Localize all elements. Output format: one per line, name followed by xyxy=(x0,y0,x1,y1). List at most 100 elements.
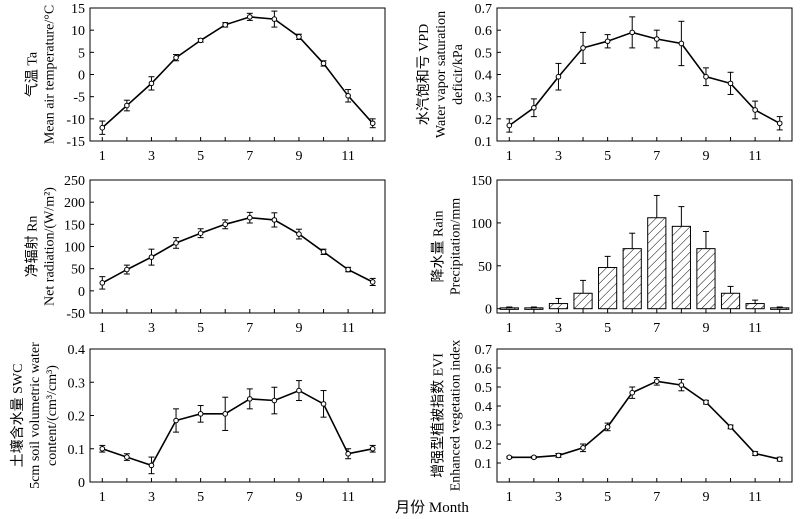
y-axis-title: 降水量 Rain Precipitation/mm xyxy=(431,198,464,295)
y-tick-label: 0.5 xyxy=(475,381,493,396)
data-point xyxy=(124,454,130,460)
data-point xyxy=(752,107,758,113)
data-point xyxy=(369,120,376,127)
y-axis-title-line: 气温 Ta xyxy=(25,51,41,97)
data-point xyxy=(531,104,537,111)
x-tick-label: 11 xyxy=(748,149,761,164)
chart-panel-swc: 0 0.1 0.2 0.3 0.4 1 3 5 7 9 11 土壤含水量 SWC 5cm soil vo… xyxy=(9,342,386,505)
data-point xyxy=(345,92,351,99)
data-point xyxy=(296,387,302,394)
y-tick-label: 150 xyxy=(471,174,492,189)
series-line xyxy=(102,389,373,467)
bar xyxy=(622,248,642,310)
y-axis-title-line: 增强型植被指数 EVI xyxy=(431,353,447,478)
y-tick-label: 0.1 xyxy=(68,443,86,458)
bar xyxy=(499,307,519,310)
x-tick-label: 11 xyxy=(748,321,761,336)
data-point xyxy=(320,401,327,407)
x-tick-label: 3 xyxy=(148,149,155,164)
x-tick-label: 5 xyxy=(604,321,611,336)
data-point xyxy=(173,54,179,61)
y-axis-title-line: 土壤含水量 SWC xyxy=(9,364,26,468)
y-tick-label: 0.2 xyxy=(68,410,86,425)
y-axis-title-line: Enhanced vegetation index xyxy=(449,340,464,492)
x-axis-title: 月份 Month xyxy=(395,499,469,516)
y-tick-label: 100 xyxy=(64,241,85,256)
y-tick-label: 0.7 xyxy=(475,343,493,358)
chart-panel-ta: -15 -10 -5 0 5 10 15 1 3 5 7 9 11 气温 Ta Mean air tempe… xyxy=(25,2,386,164)
bar xyxy=(720,292,741,310)
y-tick-label: 150 xyxy=(64,218,85,233)
x-tick-label: 7 xyxy=(653,149,660,164)
bar xyxy=(548,303,569,310)
y-tick-label: 0.5 xyxy=(475,46,493,61)
data-point xyxy=(148,462,155,469)
data-point xyxy=(369,279,376,285)
x-tick-label: 5 xyxy=(197,490,204,505)
x-tick-label: 1 xyxy=(99,149,106,164)
data-point xyxy=(703,73,709,80)
y-tick-label: 0 xyxy=(78,476,85,491)
y-tick-label: 250 xyxy=(64,174,85,189)
x-tick-label: 7 xyxy=(653,321,660,336)
x-tick-label: 3 xyxy=(555,321,562,336)
data-point xyxy=(506,122,513,129)
y-tick-label: 50 xyxy=(478,260,492,275)
y-axis-title: 水汽饱和亏 VPD Water vapor saturation deficit/k… xyxy=(416,11,466,138)
y-axis-title-line: 净辐射 Rn xyxy=(25,216,41,278)
data-point xyxy=(604,424,611,430)
x-tick-label: 7 xyxy=(653,490,660,505)
y-axis-title-line: Mean air temperature/°C xyxy=(43,5,58,144)
data-point xyxy=(369,445,376,452)
data-point xyxy=(246,14,253,20)
y-tick-label: 100 xyxy=(471,217,492,232)
y-axis-title: 净辐射 Rn Net radiation/(W/m²) xyxy=(25,187,58,306)
data-point xyxy=(173,240,179,246)
data-point xyxy=(197,230,204,236)
data-point xyxy=(99,124,106,131)
data-point xyxy=(271,16,278,22)
y-tick-label: 5 xyxy=(78,46,85,61)
chart-panel-rain: 0 50 100 150 1 3 5 7 9 11 降水量 Rain Precipitation/mm xyxy=(431,174,793,336)
x-tick-label: 11 xyxy=(341,490,354,505)
x-tick-label: 9 xyxy=(295,149,302,164)
series-line xyxy=(509,380,780,460)
y-tick-label: 0.4 xyxy=(475,400,493,415)
y-axis-title-line: content/(cm³/cm³) xyxy=(45,365,60,466)
x-tick-label: 9 xyxy=(702,321,709,336)
data-point xyxy=(531,454,537,461)
data-point xyxy=(678,382,685,388)
y-tick-label: 0.3 xyxy=(475,419,493,434)
series-line xyxy=(101,16,374,129)
data-point xyxy=(222,221,229,228)
data-point xyxy=(580,445,586,451)
data-point xyxy=(727,80,734,87)
x-tick-label: 1 xyxy=(506,149,513,164)
data-point xyxy=(345,450,351,457)
data-point xyxy=(653,36,660,42)
chart-panel-evi: 0.1 0.2 0.3 0.4 0.5 0.6 0.7 1 3 5 7 9 11 增强型植被指数 EVI E… xyxy=(431,340,793,505)
x-tick-label: 3 xyxy=(555,149,562,164)
data-point xyxy=(320,249,327,255)
y-tick-label: -15 xyxy=(66,135,85,150)
data-point xyxy=(173,417,179,424)
x-tick-label: 7 xyxy=(246,149,253,164)
plot-frame xyxy=(496,348,793,483)
bar xyxy=(671,225,691,310)
y-axis-title-line: Water vapor saturation xyxy=(434,11,449,138)
x-tick-label: 11 xyxy=(341,321,354,336)
data-point xyxy=(197,411,204,417)
data-point xyxy=(345,266,351,273)
data-point xyxy=(148,80,155,87)
chart-panel-vpd: 0.1 0.2 0.3 0.4 0.5 0.6 0.7 1 3 5 7 9 11 水汽饱和亏 VPD Wat… xyxy=(416,2,793,164)
bar xyxy=(696,248,716,310)
data-point xyxy=(124,266,130,273)
y-tick-label: 50 xyxy=(71,263,85,278)
y-axis-title-line: 降水量 Rain xyxy=(431,211,447,283)
y-tick-label: 0 xyxy=(485,303,492,318)
x-tick-label: 3 xyxy=(555,490,562,505)
chart-panel-rn: -50 0 50 100 150 200 250 1 3 5 7 9 11 净辐射 Rn Net radia… xyxy=(25,174,386,336)
data-point xyxy=(246,396,253,402)
y-tick-label: 0.7 xyxy=(475,2,493,17)
y-tick-label: 0 xyxy=(78,285,85,300)
